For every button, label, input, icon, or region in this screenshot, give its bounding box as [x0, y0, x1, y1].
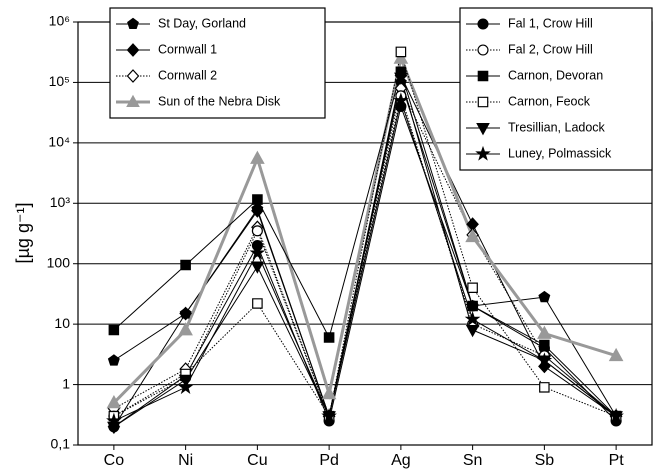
series-line [112, 53, 617, 404]
marker [477, 18, 489, 30]
legend-label: Cornwall 2 [158, 68, 217, 82]
marker [126, 69, 140, 83]
marker [394, 72, 408, 85]
marker [608, 407, 624, 423]
marker [178, 322, 193, 336]
series-line [113, 51, 617, 418]
series-line [113, 98, 617, 422]
marker [608, 347, 624, 362]
marker [250, 261, 265, 274]
x-tick-label: Pt [609, 452, 625, 469]
marker [537, 325, 552, 339]
legend-box [109, 7, 326, 119]
marker [476, 122, 490, 136]
marker [475, 145, 491, 161]
legend-label: Carnon, Feock [508, 94, 591, 108]
marker [477, 96, 489, 108]
marker [395, 46, 407, 58]
x-tick-label: Ag [391, 452, 411, 469]
marker [251, 225, 263, 237]
series-line [113, 77, 617, 428]
marker [465, 228, 480, 243]
x-tick-label: Co [104, 452, 125, 469]
marker [127, 17, 139, 29]
y-axis-label: [µg g⁻¹] [13, 203, 33, 264]
y-tick-label: 1 [62, 375, 70, 391]
marker [323, 332, 335, 343]
marker [393, 92, 409, 108]
series-line [113, 86, 617, 418]
marker [108, 324, 120, 336]
marker [177, 379, 194, 395]
x-tick-label: Sb [535, 452, 555, 469]
legend-label: Fal 2, Crow Hill [508, 42, 593, 56]
marker [539, 382, 550, 393]
y-tick-label: 10⁶ [49, 13, 70, 29]
x-tick-label: Ni [178, 452, 193, 469]
plot-frame [77, 21, 653, 446]
marker [126, 43, 140, 57]
series-line [113, 104, 617, 428]
x-tick-label: Cu [247, 452, 267, 469]
marker [477, 44, 489, 56]
marker [477, 70, 489, 82]
x-tick-label: Pd [319, 452, 339, 469]
y-tick-label: 10³ [50, 194, 71, 210]
marker [467, 282, 478, 293]
y-tick-label: 100 [47, 254, 71, 270]
legend-label: Sun of the Nebra Disk [158, 94, 281, 108]
marker [106, 394, 122, 409]
legend-label: St Day, Gorland [158, 16, 246, 30]
legend-box [459, 7, 653, 171]
marker [252, 194, 263, 205]
legend: St Day, Gorland Cornwall 1 Cornwall 2 Sun o… [109, 7, 326, 119]
series-line [113, 93, 617, 418]
y-tick-label: 10⁵ [49, 73, 70, 89]
series-line [113, 69, 617, 417]
marker [536, 352, 553, 368]
marker [107, 354, 120, 366]
marker [250, 150, 265, 164]
marker [393, 50, 409, 64]
marker [251, 203, 264, 218]
legend-label: Luney, Polmassick [508, 146, 612, 160]
y-tick-label: 10⁴ [48, 134, 70, 150]
marker [538, 290, 551, 303]
x-tick-label: Sn [463, 452, 483, 469]
marker [252, 298, 263, 309]
marker [179, 306, 192, 321]
legend-label: Tresillian, Ladock [508, 120, 606, 134]
y-tick-label: 10 [54, 315, 70, 331]
marker [467, 300, 478, 312]
marker [464, 311, 481, 327]
marker [106, 412, 122, 428]
marker [465, 325, 480, 338]
marker [249, 244, 266, 260]
legend-label: Fal 1, Crow Hill [508, 16, 593, 30]
legend-label: Cornwall 1 [158, 42, 217, 56]
legend: Fal 1, Crow Hill Fal 2, Crow Hill Carnon, … [459, 7, 653, 171]
marker [321, 407, 337, 423]
marker [126, 94, 140, 108]
marker [321, 386, 337, 400]
legend-label: Carnon, Devoran [508, 68, 603, 82]
marker [539, 339, 550, 351]
y-tick-label: 0,1 [51, 436, 71, 452]
marker [180, 259, 191, 271]
